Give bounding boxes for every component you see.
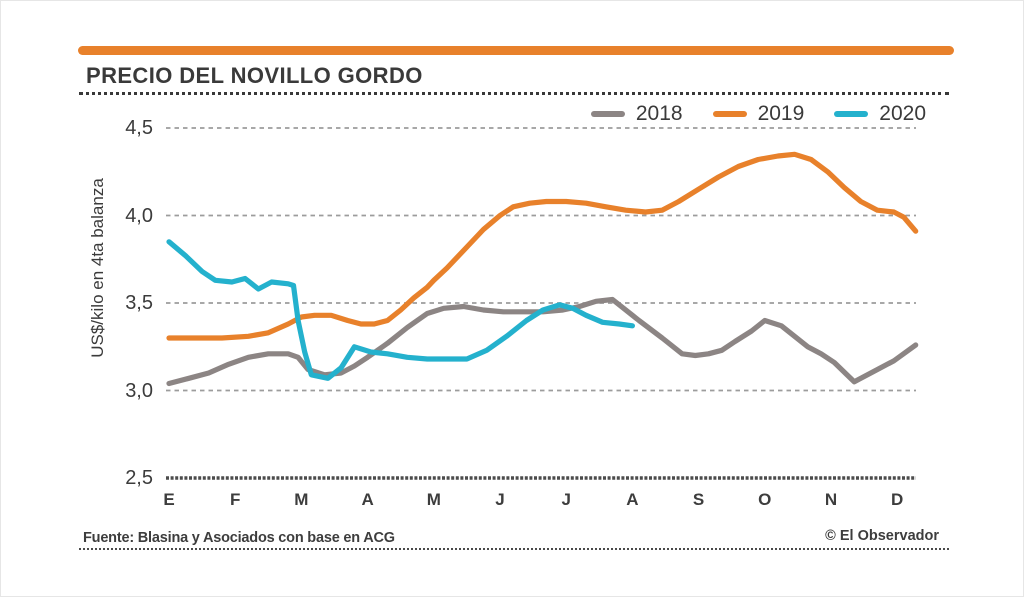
legend-item-2019: 2019 [712,102,805,126]
y-tick-label: 4,5 [125,117,153,139]
credit-note: © El Observador [825,528,939,544]
y-tick-label: 2,5 [125,467,153,489]
x-tick-label: F [229,490,241,509]
x-tick-label: M [294,490,309,509]
legend-swatch-icon [712,111,747,117]
legend-label: 2020 [879,102,926,125]
legend-label: 2019 [757,102,805,125]
legend-label: 2018 [635,102,683,125]
legend-item-2018: 2018 [590,102,683,126]
chart-legend: 2018 2019 2020 [590,102,926,126]
y-tick-label: 3,0 [125,379,153,402]
x-tick-label: M [426,490,441,509]
x-tick-label: A [626,490,639,509]
series-line-2019 [166,151,919,341]
x-tick-label: N [824,490,838,509]
series-line-2018 [166,296,919,387]
x-tick-label: J [495,490,505,509]
y-tick-label: 3,5 [125,292,153,314]
source-note: Fuente: Blasina y Asociados con base en … [83,530,395,546]
y-tick-label: 4,0 [125,204,153,227]
title-divider [79,92,949,95]
legend-swatch-icon [590,111,625,117]
legend-item-2020: 2020 [834,102,926,126]
x-tick-label: J [561,490,571,509]
x-tick-label: E [163,490,175,509]
x-tick-label: A [361,490,374,509]
page-title: PRECIO DEL NOVILLO GORDO [86,63,423,88]
legend-swatch-icon [834,111,869,117]
footer-divider [79,548,949,550]
x-tick-label: S [692,490,705,509]
x-tick-label: O [758,490,772,509]
x-tick-label: D [891,490,904,509]
accent-bar [78,46,954,55]
series-line-2020 [166,239,635,381]
